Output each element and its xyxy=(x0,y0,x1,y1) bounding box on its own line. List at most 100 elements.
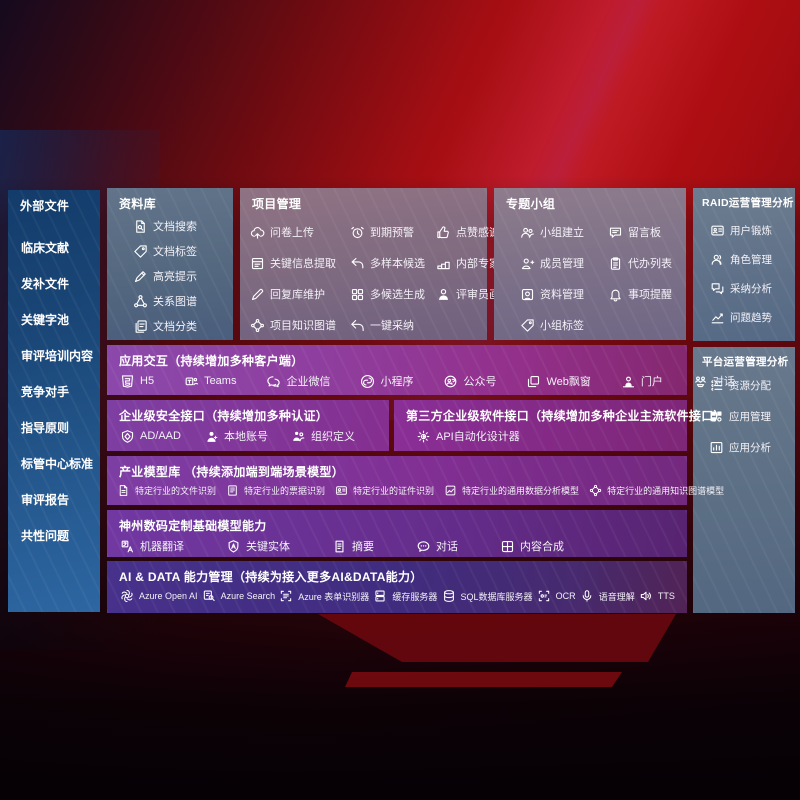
feature-item: API自动化设计器 xyxy=(416,428,520,444)
sql-database-icon xyxy=(442,589,456,603)
feature-item: 问卷上传 xyxy=(250,224,350,240)
highlighter-icon xyxy=(133,269,148,284)
qa-chat-icon xyxy=(710,281,725,296)
feature-label: 缓存服务器 xyxy=(392,591,438,602)
portal-person-icon xyxy=(621,374,636,389)
feature-item: 对话 xyxy=(693,373,735,389)
industry-items: 特定行业的文件识别 特定行业的票据识别 特定行业的证件识别 特定行业的通用数据分… xyxy=(107,479,724,497)
thumbs-up-icon xyxy=(436,225,451,240)
alarm-icon xyxy=(350,225,365,240)
tts-speaker-icon xyxy=(639,589,653,603)
feature-label: 组织定义 xyxy=(310,431,355,444)
feature-label: 内容合成 xyxy=(520,541,564,554)
trend-chart-icon xyxy=(710,310,725,325)
feature-item: 缓存服务器 xyxy=(373,589,437,603)
feature-item: 特定行业的票据识别 xyxy=(226,484,325,497)
doc-file-icon xyxy=(117,484,130,497)
feature-label: API自动化设计器 xyxy=(436,431,520,444)
feature-label: SQL数据库服务器 xyxy=(460,591,533,602)
feature-item: Azure Open AI xyxy=(120,589,198,603)
tag-icon xyxy=(520,318,535,333)
feature-item: 项目知识图谱 xyxy=(250,317,350,333)
feature-item: 门户 xyxy=(621,373,663,389)
sidebar-item: 临床文献 xyxy=(21,241,70,256)
feature-label: 问卷上传 xyxy=(270,227,314,240)
content-compose-icon xyxy=(500,539,515,554)
feature-item: Web飘窗 xyxy=(526,373,591,389)
feature-item: TTS xyxy=(639,589,675,603)
clipboard-icon xyxy=(608,256,623,271)
feature-label: Azure Open AI xyxy=(139,591,198,602)
reply-arrow-icon xyxy=(350,256,365,271)
feature-item: 文档搜索 xyxy=(133,218,233,234)
feature-label: 公众号 xyxy=(463,376,497,389)
feature-item: 关系图谱 xyxy=(133,293,233,309)
api-gear-icon xyxy=(416,429,431,444)
feature-label: 本地账号 xyxy=(223,431,268,444)
person-add-icon xyxy=(520,256,535,271)
doc-search-icon xyxy=(133,219,148,234)
feature-label: 特定行业的通用知识图谱模型 xyxy=(607,486,725,497)
sidebar-item: 共性问题 xyxy=(21,529,70,544)
feature-item: 文档标签 xyxy=(133,243,233,259)
bbs-board-icon xyxy=(608,225,623,240)
feature-item: 留言板 xyxy=(608,224,686,240)
feature-label: 小程序 xyxy=(380,376,414,389)
sidebar-item: 标管中心标准 xyxy=(21,457,94,472)
feature-item: 成员管理 xyxy=(520,255,608,271)
org-people-icon xyxy=(291,429,306,444)
doc-extract-icon xyxy=(250,256,265,271)
feature-label: Teams xyxy=(204,375,237,388)
id-card-icon xyxy=(335,484,348,497)
web-window-icon xyxy=(526,374,541,389)
openai-logo-icon xyxy=(120,589,134,603)
feature-item: 多样本候选 xyxy=(350,255,436,271)
feature-label: 机器翻译 xyxy=(140,541,184,554)
cache-server-icon xyxy=(373,589,387,603)
panel-thirdparty-api: 第三方企业级软件接口（持续增加多种企业主流软件接口） API自动化设计器 xyxy=(394,400,726,451)
feature-label: 特定行业的通用数据分析模型 xyxy=(462,486,580,497)
feature-label: Azure 表单识别器 xyxy=(298,591,370,602)
feature-item: 用户锻炼 xyxy=(710,223,795,238)
feature-label: 门户 xyxy=(640,376,663,389)
official-account-logo-icon xyxy=(443,374,458,389)
feature-item: 特定行业的证件识别 xyxy=(335,484,434,497)
feature-label: 关键实体 xyxy=(246,541,290,554)
sidebar-item: 审评报告 xyxy=(21,493,70,508)
feature-item: 特定行业的通用知识图谱模型 xyxy=(589,484,724,497)
feature-label: 留言板 xyxy=(628,227,661,240)
ai-data-items: Azure Open AI Azure Search Azure 表单识别器 缓… xyxy=(107,584,687,603)
feature-label: 事项提醒 xyxy=(628,289,672,302)
azure-search-icon xyxy=(202,589,216,603)
security-items: AD/AAD 本地账号 组织定义 xyxy=(107,423,389,444)
feature-item: 对话 xyxy=(416,538,458,554)
person-icon xyxy=(436,287,451,302)
doc-copy-icon xyxy=(133,319,148,334)
summary-doc-icon xyxy=(332,539,347,554)
panel-title: 应用交互（持续增加多种客户端） xyxy=(119,354,304,368)
panel-title: 专题小组 xyxy=(506,197,556,211)
feature-label: 文档标签 xyxy=(153,246,197,259)
panel-ai-data-capabilities: AI & DATA 能力管理（持续为接入更多AI&DATA能力） Azure O… xyxy=(107,561,687,613)
people-icon xyxy=(520,225,535,240)
feature-item: 多候选生成 xyxy=(350,286,436,302)
feature-item: 企业微信 xyxy=(266,373,330,389)
panel-title: AI & DATA 能力管理（持续为接入更多AI&DATA能力） xyxy=(119,570,423,584)
feature-item: SQL数据库服务器 xyxy=(442,589,533,603)
network-icon xyxy=(133,294,148,309)
feature-label: 文档搜索 xyxy=(153,221,197,234)
feature-label: 对话 xyxy=(712,376,735,389)
feature-label: Web飘窗 xyxy=(546,376,591,389)
base-model-items: 机器翻译 关键实体 摘要 对话 内容合成 xyxy=(107,533,687,554)
feature-item: 小组建立 xyxy=(520,224,608,240)
panel-base-models: 神州数码定制基础模型能力 机器翻译 关键实体 摘要 对话 内容合成 xyxy=(107,510,687,557)
feature-item: 关键信息提取 xyxy=(250,255,350,271)
form-recognizer-icon xyxy=(279,589,293,603)
app-chart-icon xyxy=(709,440,724,455)
ocr-scan-icon xyxy=(537,589,551,603)
feature-label: 对话 xyxy=(436,541,458,554)
feature-item: 代办列表 xyxy=(608,255,686,271)
panel-title: RAID运营管理分析 xyxy=(702,197,794,209)
feature-label: 角色管理 xyxy=(730,253,772,266)
